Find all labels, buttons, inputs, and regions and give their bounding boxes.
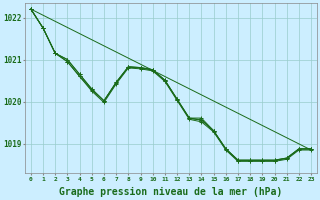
- X-axis label: Graphe pression niveau de la mer (hPa): Graphe pression niveau de la mer (hPa): [60, 187, 283, 197]
